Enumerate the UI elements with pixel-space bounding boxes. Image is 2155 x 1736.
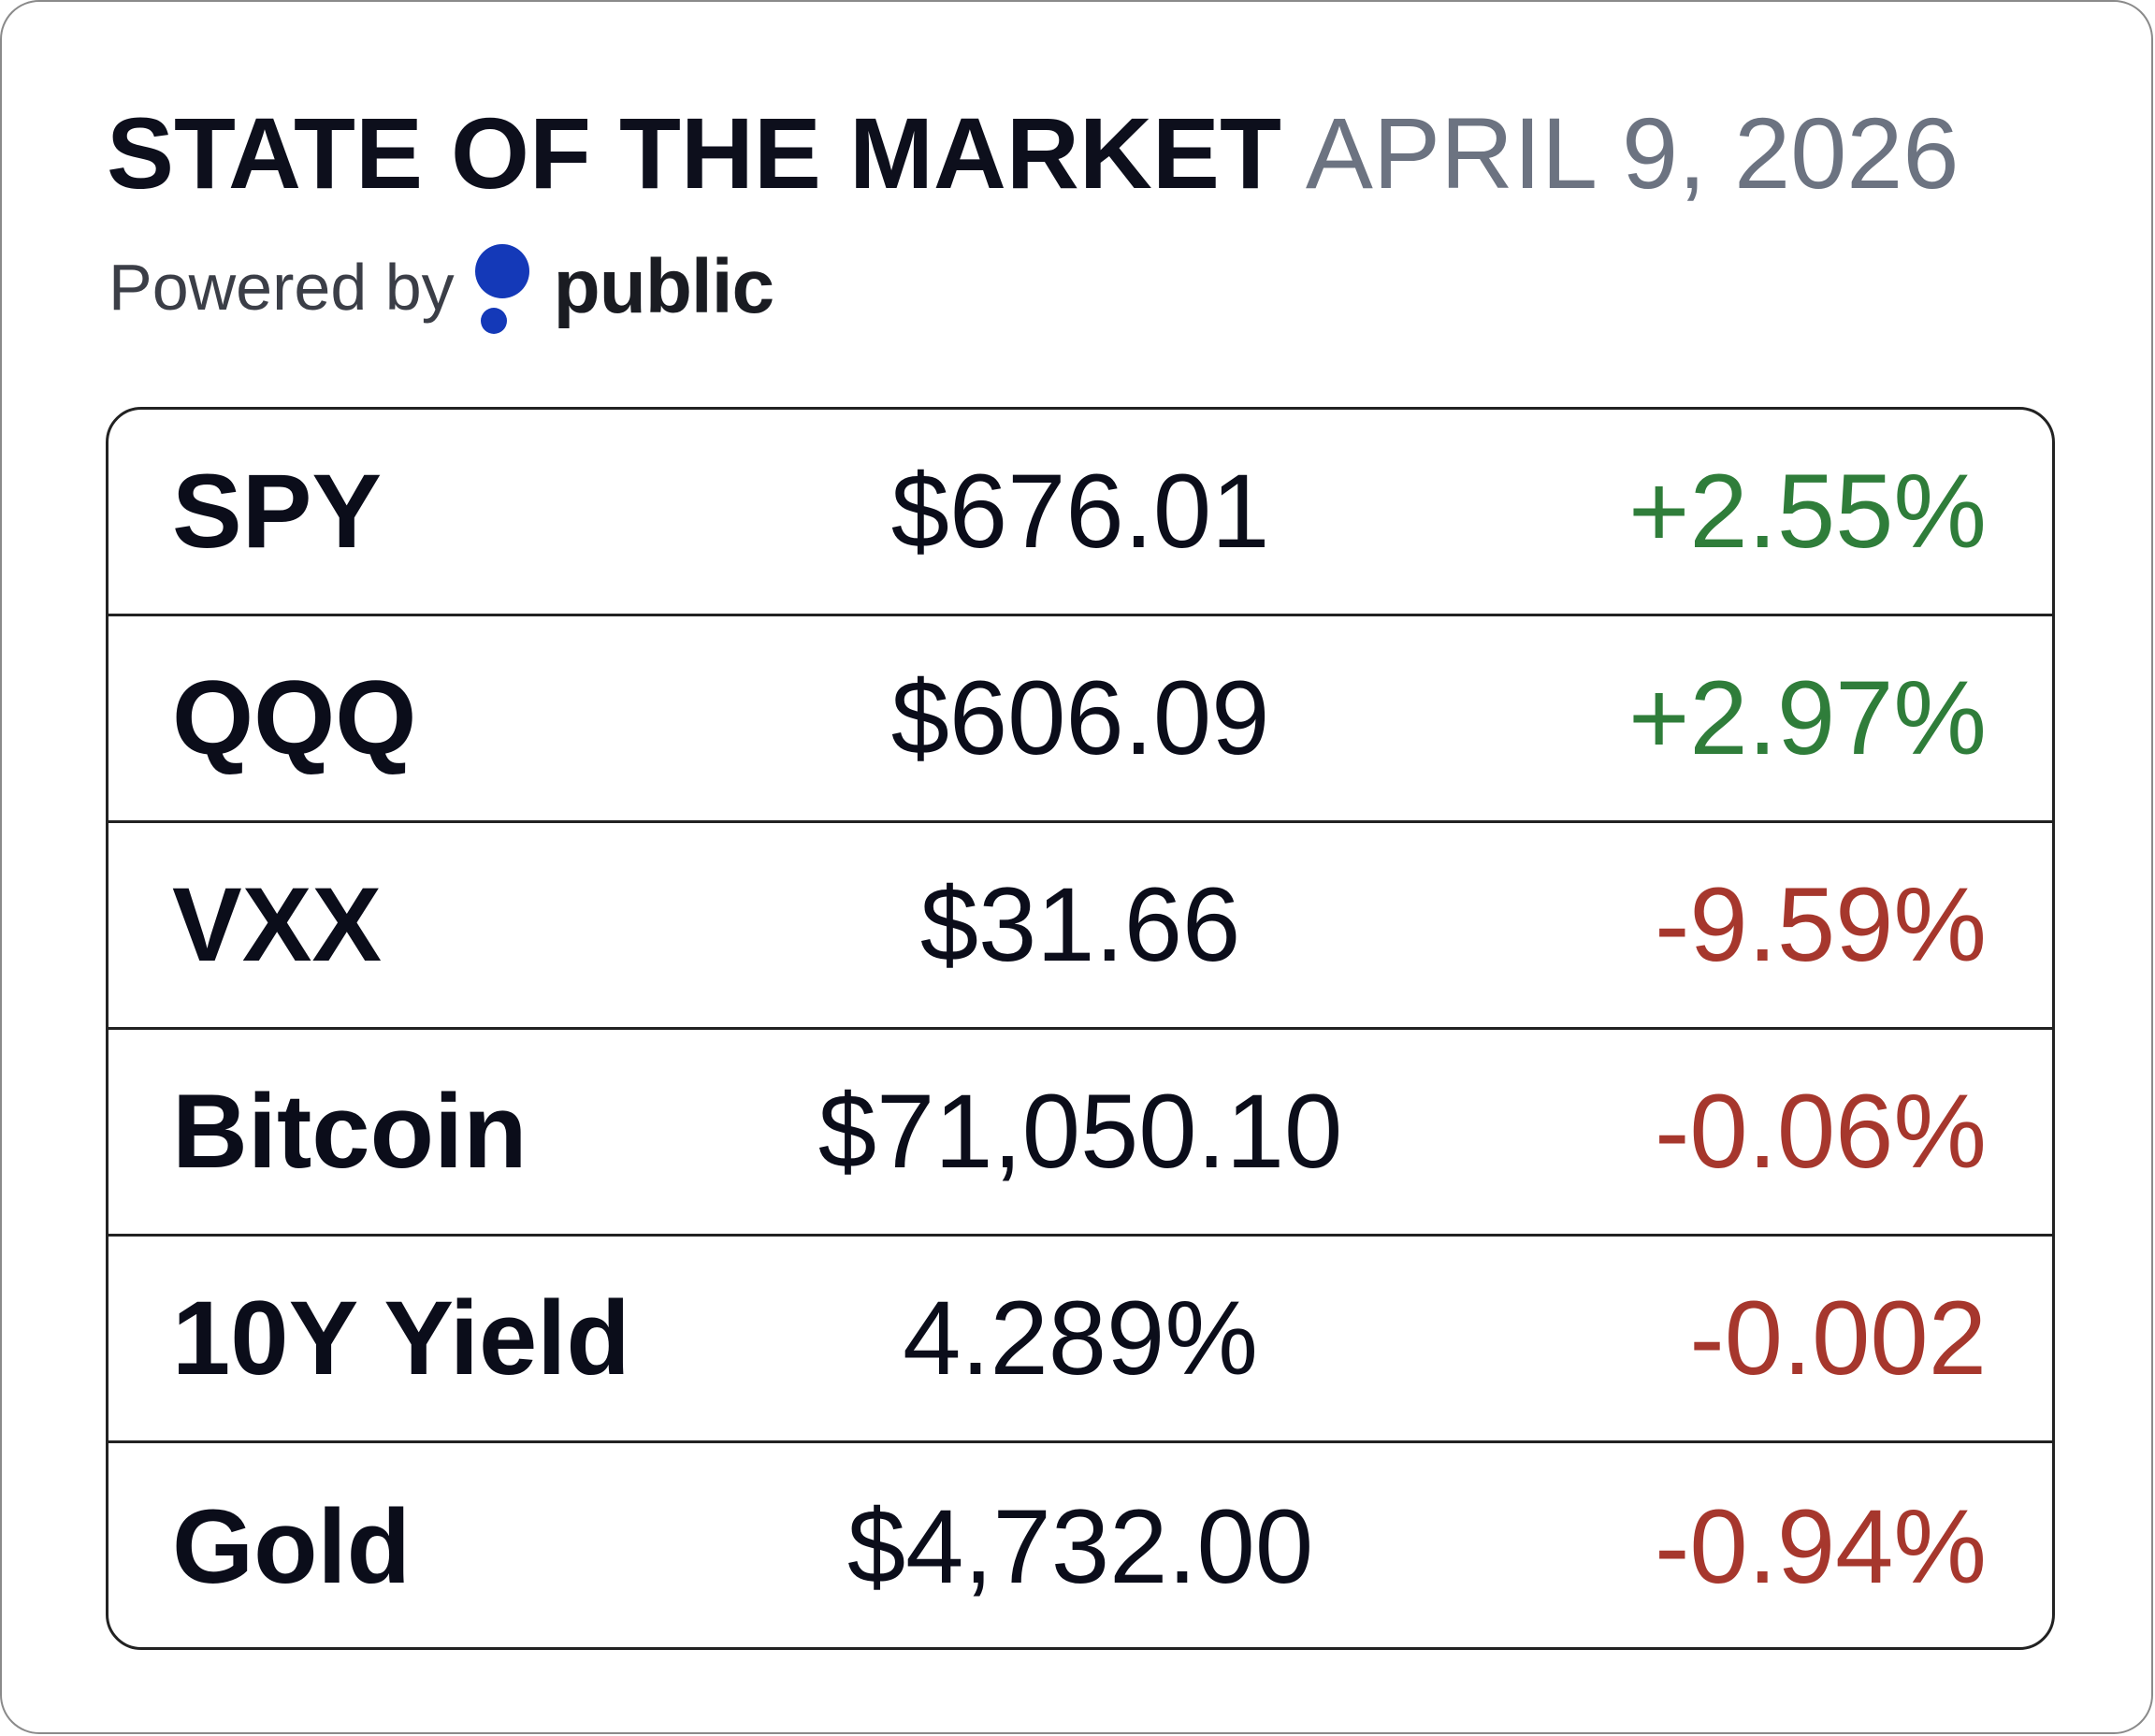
row-price: $606.09: [890, 659, 1270, 776]
row-price: $676.01: [890, 453, 1270, 570]
powered-by: Powered by public: [108, 236, 774, 339]
logo-dot-large: [474, 244, 529, 298]
table-row-bitcoin: Bitcoin $71,050.10 -0.06%: [108, 1030, 2052, 1237]
row-name: Bitcoin: [172, 1073, 528, 1190]
page-header: STATE OF THE MARKET APRIL 9, 2026: [107, 103, 1959, 204]
row-change: -0.94%: [1655, 1487, 1987, 1605]
logo-dot-small: [480, 308, 507, 334]
row-name: SPY: [172, 453, 383, 570]
market-table: SPY $676.01 +2.55% QQQ $606.09 +2.97% VX…: [106, 407, 2055, 1650]
brand-wordmark: public: [553, 244, 774, 329]
row-change: +2.97%: [1628, 659, 1987, 776]
row-change: -0.06%: [1655, 1073, 1987, 1190]
page-title: STATE OF THE MARKET: [107, 96, 1281, 210]
row-price: $31.66: [919, 866, 1241, 983]
table-row-qqq: QQQ $606.09 +2.97%: [108, 616, 2052, 823]
row-change: -0.002: [1689, 1280, 1987, 1396]
row-name: QQQ: [172, 659, 417, 776]
table-row-vxx: VXX $31.66 -9.59%: [108, 823, 2052, 1030]
row-change: -9.59%: [1655, 866, 1987, 983]
powered-by-label: Powered by: [108, 251, 455, 324]
public-logo-icon: [473, 240, 533, 334]
row-name: VXX: [172, 866, 383, 983]
row-name: 10Y Yield: [172, 1280, 630, 1396]
row-name: Gold: [172, 1487, 412, 1605]
row-price: $71,050.10: [817, 1073, 1343, 1190]
row-price: 4.289%: [903, 1280, 1258, 1396]
table-row-10y-yield: 10Y Yield 4.289% -0.002: [108, 1237, 2052, 1443]
page-date: APRIL 9, 2026: [1305, 96, 1960, 210]
table-row-gold: Gold $4,732.00 -0.94%: [108, 1443, 2052, 1647]
row-change: +2.55%: [1628, 453, 1987, 570]
table-row-spy: SPY $676.01 +2.55%: [108, 410, 2052, 616]
row-price: $4,732.00: [846, 1487, 1314, 1605]
